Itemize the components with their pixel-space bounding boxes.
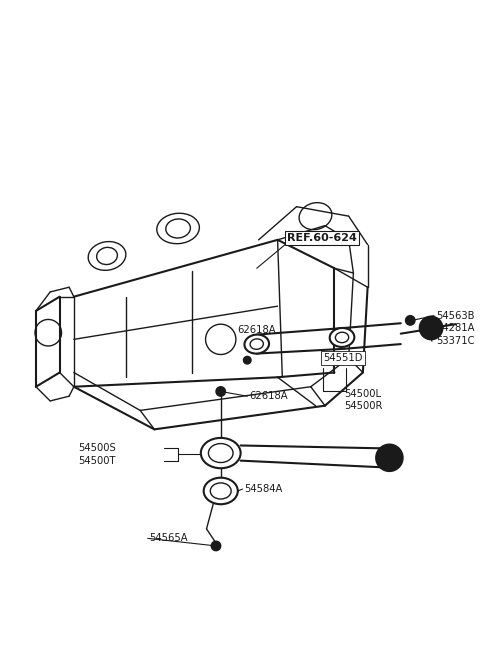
Circle shape [216,386,226,396]
Ellipse shape [201,438,240,468]
Text: 54551D: 54551D [323,353,362,364]
Ellipse shape [336,332,348,343]
Text: 54584A: 54584A [244,484,283,494]
Ellipse shape [244,335,269,354]
Text: 54500T: 54500T [79,456,116,466]
Text: 54563B: 54563B [436,310,474,321]
Circle shape [243,356,251,364]
Ellipse shape [204,477,238,504]
Circle shape [420,316,443,339]
Text: 53371C: 53371C [436,336,474,346]
Circle shape [211,541,221,551]
Text: 54500L: 54500L [344,389,381,400]
Text: 54500R: 54500R [344,401,382,411]
Ellipse shape [330,328,354,347]
Text: 54500S: 54500S [79,443,116,453]
Text: 54565A: 54565A [150,533,188,544]
Circle shape [406,316,415,325]
Ellipse shape [208,443,233,462]
Text: 54281A: 54281A [436,323,474,333]
Text: REF.60-624: REF.60-624 [287,233,357,243]
Ellipse shape [210,483,231,499]
Ellipse shape [250,339,264,349]
Circle shape [425,322,437,333]
Text: 62618A: 62618A [249,391,288,402]
Circle shape [376,445,403,471]
Text: 62618A: 62618A [237,325,276,335]
